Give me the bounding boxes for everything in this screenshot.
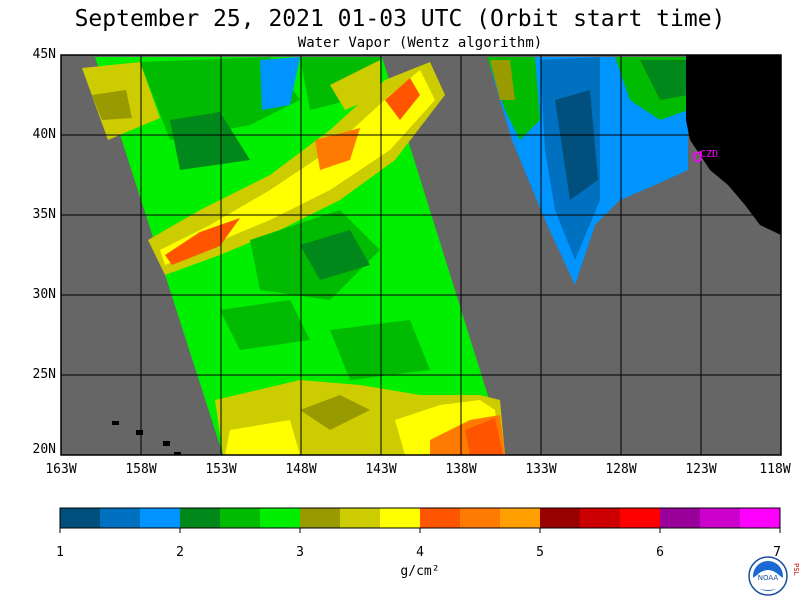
station-label: CZD bbox=[700, 149, 718, 160]
colorbar-tick-3: 3 bbox=[296, 545, 304, 560]
colorbar-tick-1: 1 bbox=[56, 545, 64, 560]
colorbar-tick-6: 6 bbox=[656, 545, 664, 560]
colorbar-tick-2: 2 bbox=[176, 545, 184, 560]
lat-label-20n: 20N bbox=[32, 442, 56, 457]
lon-label-158w: 158W bbox=[125, 462, 157, 477]
lat-label-30n: 30N bbox=[32, 287, 56, 302]
satellite-swath-west bbox=[82, 57, 505, 455]
noaa-logo-icon: NOAA bbox=[748, 556, 788, 596]
lon-label-163w: 163W bbox=[45, 462, 77, 477]
lat-label-25n: 25N bbox=[32, 367, 56, 382]
map-subtitle: Water Vapor (Wentz algorithm) bbox=[297, 35, 543, 51]
lat-label-40n: 40N bbox=[32, 127, 56, 142]
lon-label-133w: 133W bbox=[525, 462, 557, 477]
lon-label-138w: 138W bbox=[445, 462, 477, 477]
colorbar-tick-5: 5 bbox=[536, 545, 544, 560]
map-frame bbox=[60, 54, 782, 456]
lon-label-153w: 153W bbox=[205, 462, 237, 477]
lon-label-123w: 123W bbox=[685, 462, 717, 477]
lat-label-35n: 35N bbox=[32, 207, 56, 222]
station-marker-czd bbox=[692, 151, 702, 163]
lon-label-118w: 118W bbox=[759, 462, 791, 477]
hawaii-islands bbox=[112, 421, 181, 455]
lon-label-143w: 143W bbox=[365, 462, 397, 477]
psl-side-text: PSL bbox=[792, 563, 800, 576]
lon-label-148w: 148W bbox=[285, 462, 317, 477]
satellite-swath-east bbox=[487, 57, 688, 285]
lon-label-128w: 128W bbox=[605, 462, 637, 477]
north-america-land bbox=[686, 55, 781, 235]
colorbar-tick-7: 7 bbox=[773, 545, 781, 560]
lat-label-45n: 45N bbox=[32, 47, 56, 62]
colorbar-unit-label: g/cm² bbox=[400, 564, 440, 579]
colorbar-tick-4: 4 bbox=[416, 545, 424, 560]
page-title: September 25, 2021 01-03 UTC (Orbit star… bbox=[74, 6, 726, 32]
lat-lon-grid bbox=[61, 55, 781, 455]
svg-text:NOAA: NOAA bbox=[758, 574, 779, 582]
